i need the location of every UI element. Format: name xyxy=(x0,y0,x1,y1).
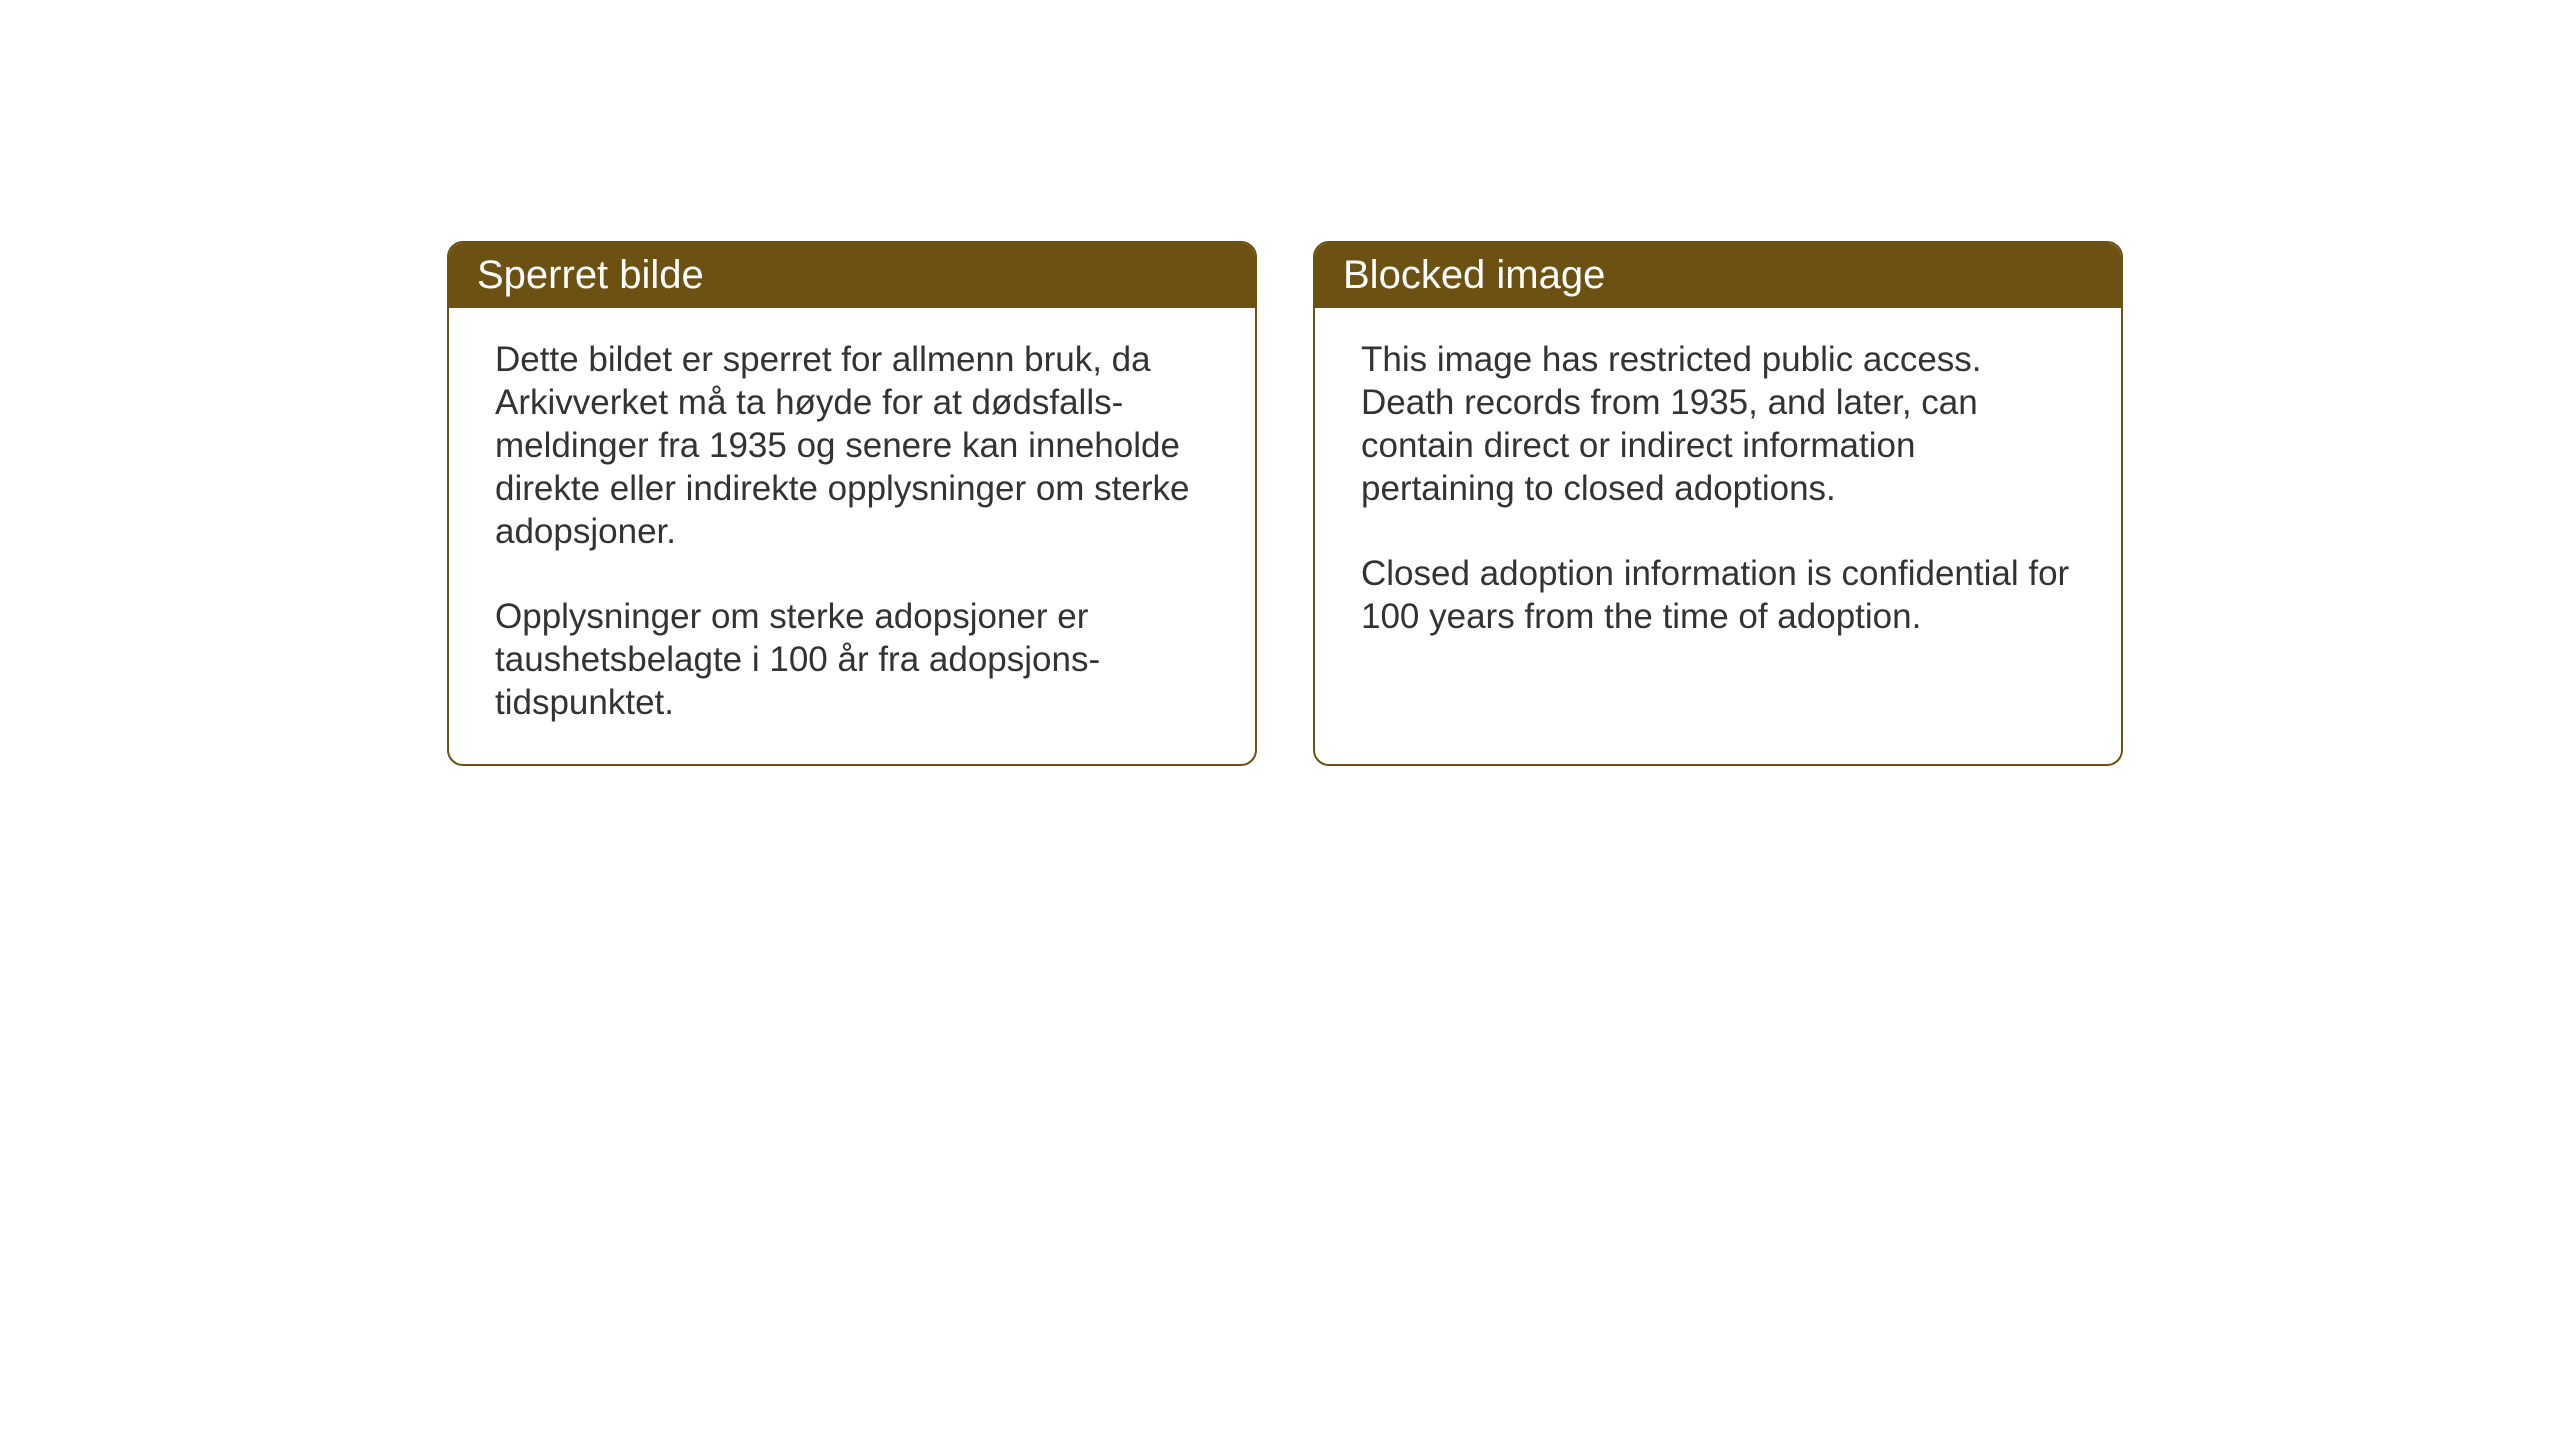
card-body-english: This image has restricted public access.… xyxy=(1315,308,2121,678)
card-paragraph-2-english: Closed adoption information is confident… xyxy=(1361,552,2075,638)
notice-card-norwegian: Sperret bilde Dette bildet er sperret fo… xyxy=(447,241,1257,766)
card-body-norwegian: Dette bildet er sperret for allmenn bruk… xyxy=(449,308,1255,764)
card-header-english: Blocked image xyxy=(1315,243,2121,308)
card-paragraph-2-norwegian: Opplysninger om sterke adopsjoner er tau… xyxy=(495,595,1209,724)
card-paragraph-1-norwegian: Dette bildet er sperret for allmenn bruk… xyxy=(495,338,1209,553)
card-header-norwegian: Sperret bilde xyxy=(449,243,1255,308)
card-title-norwegian: Sperret bilde xyxy=(477,253,704,297)
card-title-english: Blocked image xyxy=(1343,253,1605,297)
notice-cards-container: Sperret bilde Dette bildet er sperret fo… xyxy=(447,241,2123,766)
notice-card-english: Blocked image This image has restricted … xyxy=(1313,241,2123,766)
card-paragraph-1-english: This image has restricted public access.… xyxy=(1361,338,2075,510)
